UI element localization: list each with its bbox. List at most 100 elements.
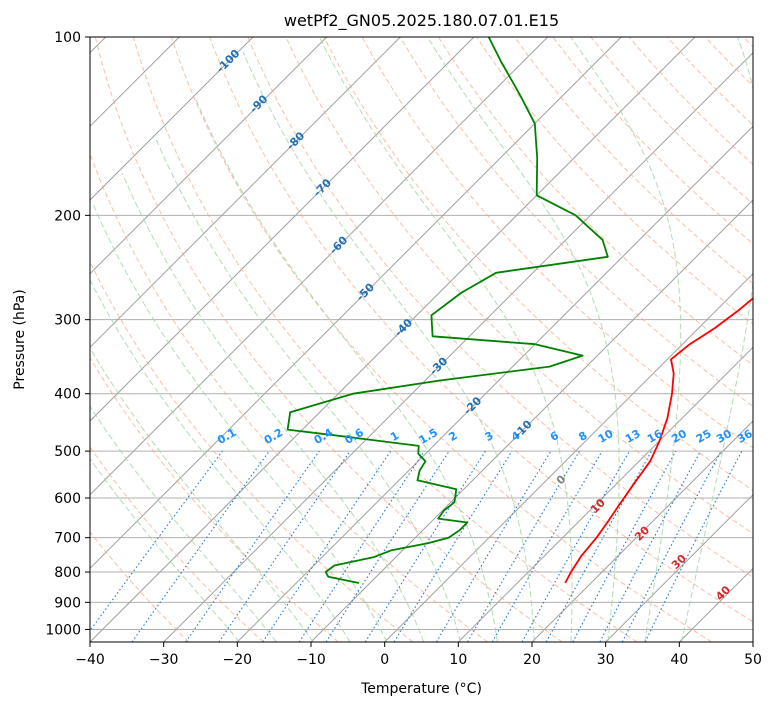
- x-tick-label: −20: [223, 652, 253, 668]
- isotherm-line: [457, 346, 753, 642]
- isotherm-line: [236, 125, 753, 642]
- mixing-ratio-line: [298, 450, 425, 642]
- x-tick-label: −40: [75, 652, 105, 668]
- y-tick-label: 700: [54, 531, 81, 547]
- isotherm-line: [531, 420, 753, 642]
- mixing-ratio-line: [599, 450, 701, 642]
- dry-adiabat: [437, 37, 753, 366]
- moist-adiabat: [194, 97, 498, 642]
- y-tick-label: 900: [54, 595, 81, 611]
- annotation-labels: 0.1 0.2 0.4 0.6 1 1.5 2 3 4 6 8 10 13 16 20 25 30 36-100-…: [214, 47, 755, 604]
- moist-adiabat: [318, 37, 573, 642]
- moist-adiabat-label: 30: [669, 552, 689, 572]
- dry-adiabat: [399, 37, 753, 407]
- mixing-ratio-line: [572, 450, 677, 642]
- mixing-ratio-line: [435, 450, 552, 642]
- temperature-profile: [564, 297, 753, 584]
- dry-adiabat: [552, 37, 753, 245]
- mixing-ratio-label: 0.2: [262, 426, 285, 447]
- y-tick-label: 1000: [45, 622, 81, 638]
- dry-adiabat: [90, 531, 190, 642]
- mixing-ratio-line: [325, 450, 450, 642]
- y-tick-label: 100: [54, 30, 81, 46]
- x-tick-label: 50: [744, 652, 762, 668]
- x-axis-label: Temperature (°C): [360, 681, 482, 697]
- dry-adiabat: [743, 37, 753, 48]
- series-layer: [286, 37, 753, 584]
- dry-adiabat: [90, 446, 264, 642]
- mixing-ratio-line: [131, 450, 270, 642]
- mixing-ratio-label: 1.5: [417, 426, 440, 447]
- mixing-ratio-label: 10: [596, 427, 616, 446]
- dry-adiabat: [132, 37, 638, 642]
- isotherm-line: [90, 37, 475, 422]
- isotherm-line: [90, 37, 254, 201]
- y-tick-label: 400: [54, 387, 81, 403]
- plot-frame: [89, 36, 754, 643]
- mixing-ratio-line: [393, 450, 513, 642]
- isotherm-line: [90, 37, 401, 349]
- mixing-ratio-label: 16: [645, 427, 665, 446]
- moist-adiabat: [242, 51, 535, 642]
- y-tick-label: 200: [54, 208, 81, 224]
- moist-adiabat: [90, 405, 277, 642]
- isotherm-line: [605, 493, 753, 642]
- grid-layer: [90, 37, 753, 642]
- mixing-ratio-line: [644, 450, 743, 642]
- dry-adiabat: [171, 37, 712, 642]
- x-tick-label: 40: [670, 652, 688, 668]
- x-tick-label: 10: [449, 652, 467, 668]
- y-tick-label: 600: [54, 491, 81, 507]
- mixing-ratio-label: 25: [694, 427, 714, 446]
- dry-adiabat: [666, 37, 753, 126]
- moist-adiabat: [90, 279, 351, 642]
- mixing-ratio-label: 6: [548, 429, 561, 444]
- y-tick-label: 800: [54, 565, 81, 581]
- dry-adiabat: [323, 37, 753, 491]
- isotherm-line: [90, 37, 696, 642]
- mixing-ratio-label: 8: [576, 429, 589, 444]
- moist-adiabat: [90, 347, 314, 642]
- moist-adiabat: [92, 203, 388, 642]
- mixing-ratio-line: [521, 450, 630, 642]
- isotherm-line: [678, 567, 753, 642]
- x-axis-ticks: −40 −30 −20 −10 0 10 20 30 40 50: [75, 642, 762, 668]
- dry-adiabat: [361, 37, 753, 449]
- moist-adiabat: [121, 172, 425, 642]
- mixing-ratio-label: 0.4: [312, 426, 336, 447]
- y-tick-label: 300: [54, 313, 81, 329]
- mixing-ratio-label: 3: [483, 429, 496, 444]
- dry-adiabat: [90, 260, 414, 642]
- moist-adiabat: [681, 37, 753, 642]
- mixing-ratio-label: 2: [447, 429, 460, 444]
- dry-adiabat: [285, 37, 753, 535]
- moist-adiabat: [155, 137, 461, 642]
- moist-adiabat: [570, 37, 682, 642]
- dry-adiabat: [209, 37, 753, 623]
- dry-adiabat: [94, 37, 563, 642]
- isotherm-line: [384, 272, 753, 642]
- x-tick-label: 0: [380, 652, 389, 668]
- dry-adiabat: [590, 37, 753, 205]
- isotherm-label: -60: [327, 233, 350, 256]
- isotherm-line: [310, 199, 753, 642]
- moist-adiabat-label: 40: [713, 583, 733, 603]
- y-axis-label: Pressure (hPa): [12, 289, 28, 389]
- mixing-ratio-line: [185, 450, 320, 642]
- x-tick-label: −30: [149, 652, 179, 668]
- isotherm-line: [752, 641, 753, 642]
- dry-adiabat: [476, 37, 753, 325]
- isotherm-line: [90, 37, 549, 496]
- isotherm-label: -90: [247, 92, 270, 115]
- isotherm-label: -30: [427, 354, 450, 377]
- y-axis-ticks: 100 200 300 400 500 600 700 800 900 1000: [45, 30, 90, 638]
- moist-adiabat-label: 10: [588, 496, 608, 516]
- moist-adiabat: [90, 457, 240, 642]
- mixing-ratio-line: [262, 450, 392, 642]
- moist-adiabat-label: 0: [554, 472, 569, 487]
- moist-adiabat: [427, 37, 620, 642]
- moist-adiabat-label: 20: [632, 523, 652, 543]
- x-tick-label: −10: [296, 652, 326, 668]
- dry-adiabat: [90, 356, 339, 642]
